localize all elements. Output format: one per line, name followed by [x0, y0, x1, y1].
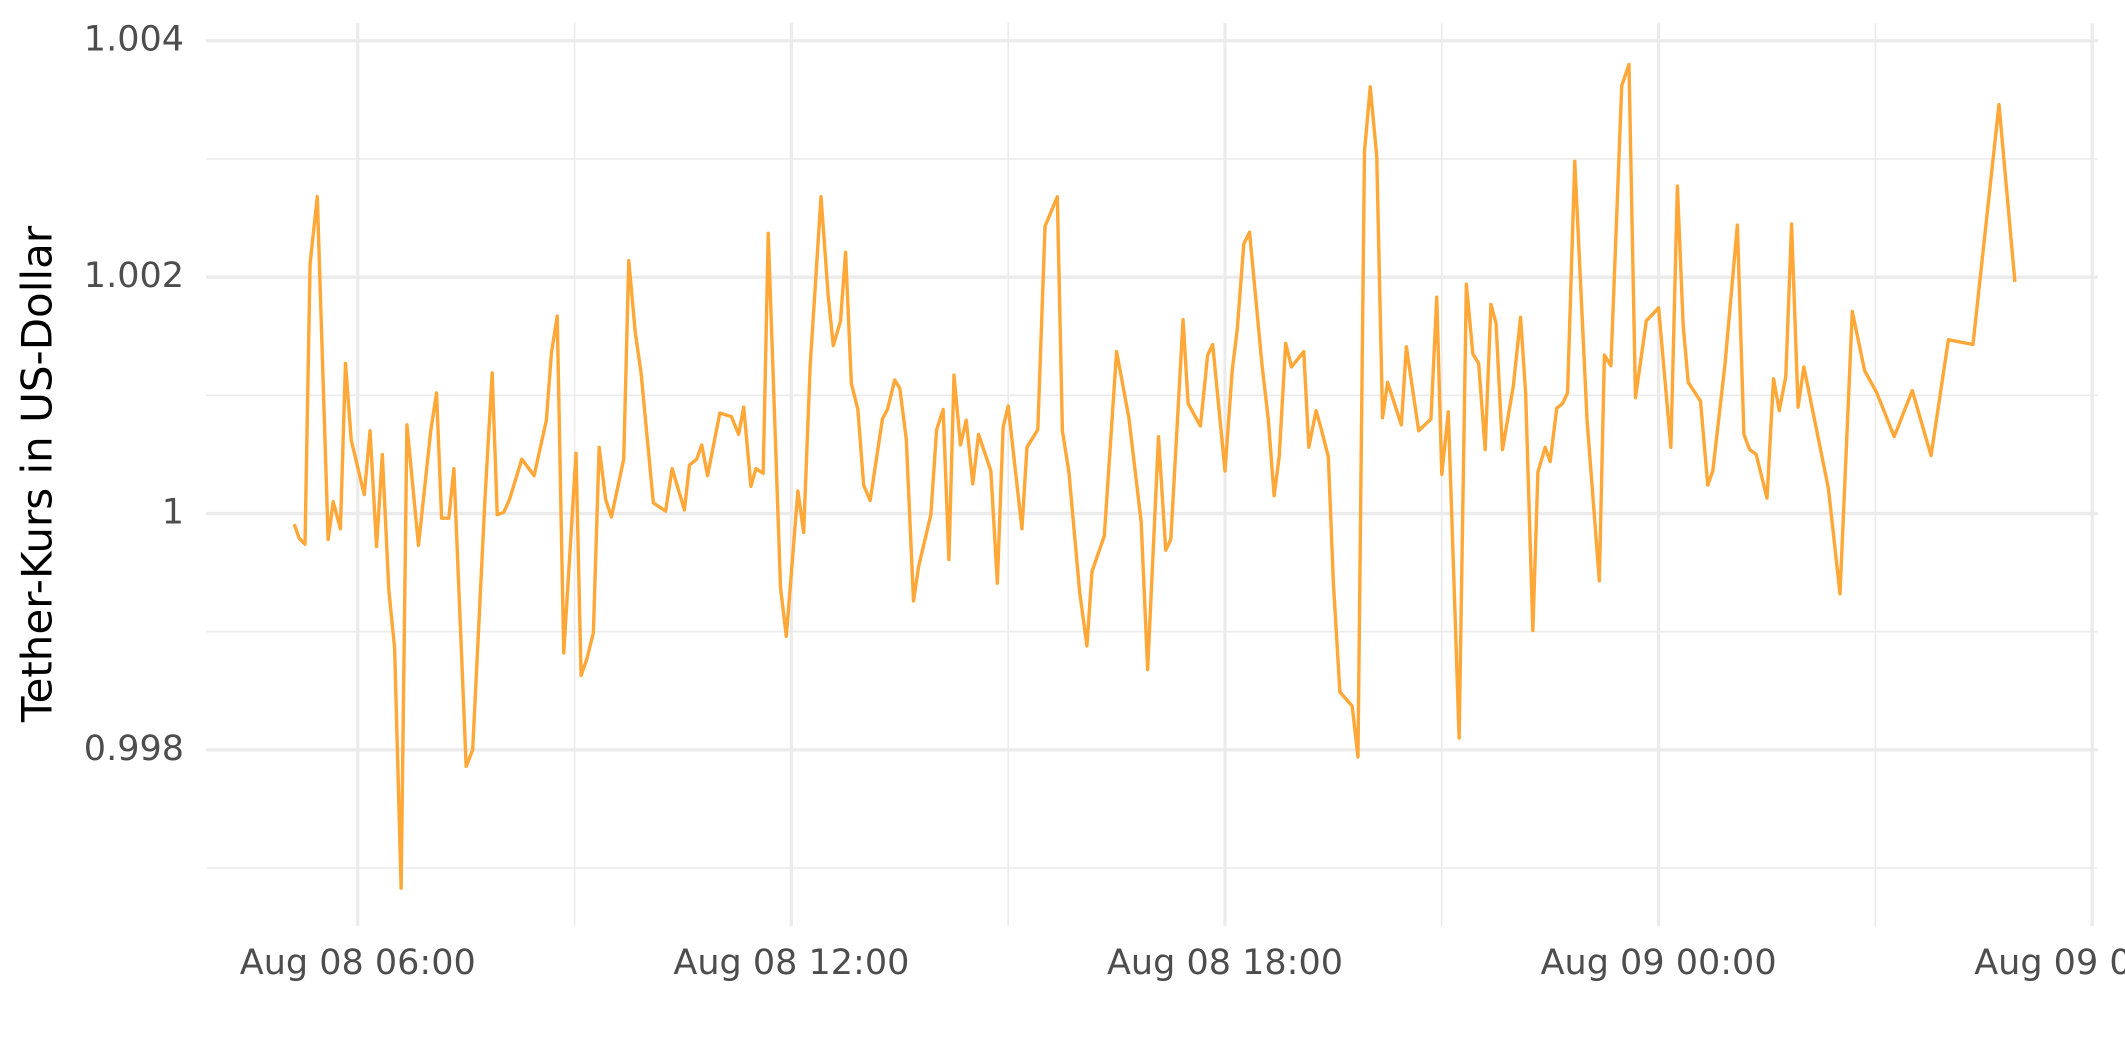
x-tick-label: Aug 08 12:00 [673, 943, 909, 983]
x-tick-label: Aug 08 06:00 [240, 943, 476, 983]
y-tick-label: 1 [162, 493, 184, 533]
grid [206, 23, 2098, 926]
x-tick-label: Aug 09 00:00 [1541, 943, 1777, 983]
y-tick-label: 1.004 [84, 20, 184, 60]
y-tick-label: 1.002 [84, 256, 184, 296]
line [292, 62, 2017, 890]
x-tick-label: Aug 08 18:00 [1107, 943, 1343, 983]
x-tick-label: Aug 09 06:00 [1974, 943, 2125, 983]
y-axis-title: Tether-Kurs in US-Dollar [13, 225, 62, 723]
y-tick-label: 0.998 [84, 729, 184, 769]
